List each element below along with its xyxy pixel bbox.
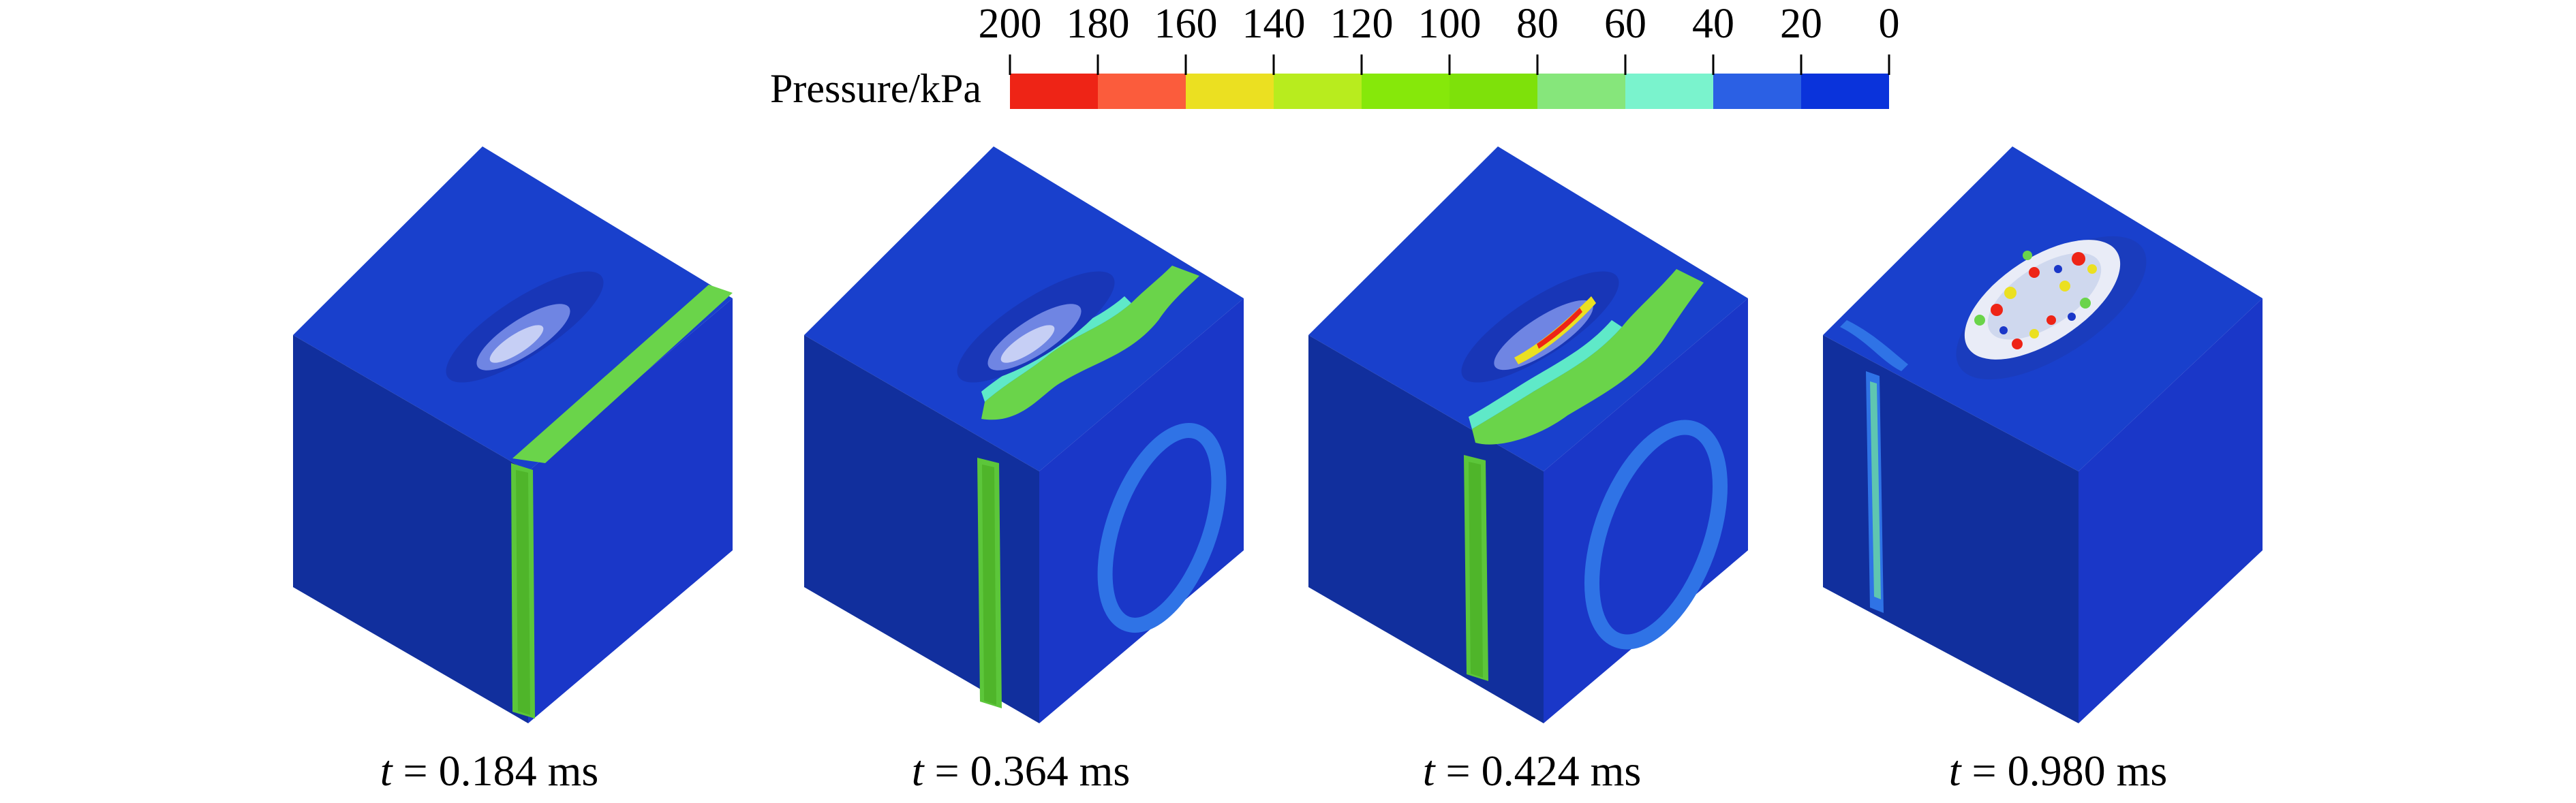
colorbar-segment (1625, 74, 1713, 109)
caption-unit: ms (1590, 746, 1642, 795)
colorbar-tick-label: 80 (1516, 1, 1559, 47)
caption-value: 0.364 (970, 746, 1069, 795)
caption-value: 0.980 (2007, 746, 2106, 795)
colorbar-tick-label: 180 (1066, 1, 1130, 47)
pressure-band-side-core (1469, 462, 1483, 678)
fragment-yellow (2059, 281, 2070, 292)
fragment-red (1991, 304, 2003, 316)
fragment-yellow (2087, 264, 2097, 274)
caption-equals: = (934, 746, 960, 795)
caption-equals: = (403, 746, 428, 795)
caption-value: 0.184 (438, 746, 537, 795)
colorbar-segment (1362, 74, 1450, 109)
time-caption-3: t = 0.424 ms (1328, 744, 1736, 798)
colorbar-segment (1186, 74, 1274, 109)
time-caption-2: t = 0.364 ms (816, 744, 1225, 798)
cube-left-face (293, 335, 528, 723)
crater-cavity-inner (1987, 253, 2102, 340)
colorbar-segment (1098, 74, 1186, 109)
colorbar-tick-label: 40 (1692, 1, 1734, 47)
caption-variable: t (1948, 746, 1961, 795)
pressure-band-side-core (982, 465, 996, 705)
fragment-blue (1999, 326, 2008, 334)
fragment-yellow (2029, 329, 2039, 338)
caption-unit: ms (547, 746, 599, 795)
crater-highlight-core (1000, 325, 1055, 363)
cube-panel-2 (804, 146, 1244, 723)
time-caption-1: t = 0.184 ms (285, 744, 694, 798)
caption-equals: = (1972, 746, 1997, 795)
pressure-front-top (1472, 269, 1704, 445)
caption-variable: t (380, 746, 393, 795)
pressure-band-side-core (516, 470, 530, 715)
caption-unit: ms (2116, 746, 2168, 795)
colorbar-segment (1713, 74, 1801, 109)
colorbar-segment (1537, 74, 1625, 109)
colorbar-tick-label: 60 (1604, 1, 1646, 47)
colorbar-segment (1010, 74, 1098, 109)
fragment-red (2012, 338, 2023, 349)
fragment-blue (2054, 265, 2062, 273)
cube-right-face (1039, 298, 1244, 723)
cube-right-face (2079, 298, 2263, 723)
pressure-band-side-core (1870, 381, 1881, 599)
colorbar-tick-label: 100 (1417, 1, 1482, 47)
colorbar-tick-label: 20 (1780, 1, 1822, 47)
fragment-red (2029, 267, 2040, 278)
caption-value: 0.424 (1481, 746, 1580, 795)
fragment-green (2080, 298, 2091, 309)
pressure-band-top (512, 285, 733, 463)
pressure-trace-top (1840, 320, 1908, 371)
reflected-wave-ring (1097, 423, 1227, 633)
crater-highlight (1494, 300, 1593, 371)
caption-equals: = (1445, 746, 1471, 795)
fragment-red (2072, 252, 2085, 266)
reflected-wave-ring (1584, 420, 1728, 650)
colorbar-tick-label: 160 (1154, 1, 1218, 47)
fragment-red (2046, 315, 2056, 325)
colorbar-title: Pressure/kPa (770, 66, 981, 111)
crater-highlight-core (489, 325, 544, 363)
fragment-green (2023, 251, 2032, 260)
colorbar-tick-label: 120 (1330, 1, 1394, 47)
colorbar-ticks: 200 180 160 140 120 100 80 60 40 20 0 (0, 0, 2576, 54)
cube-panel-1 (293, 146, 733, 723)
pressure-front-cyan (981, 296, 1131, 402)
crater-hot-streak-red (1537, 308, 1582, 349)
caption-unit: ms (1079, 746, 1131, 795)
colorbar-segment (1450, 74, 1537, 109)
colorbar-tick-label: 200 (978, 1, 1042, 47)
fragment-green (1974, 315, 1985, 326)
pressure-front-cyan (1469, 320, 1622, 429)
colorbar-tick-label: 140 (1242, 1, 1306, 47)
fragment-yellow (2004, 287, 2017, 299)
colorbar-segment (1274, 74, 1362, 109)
cube-left-face (1823, 335, 2079, 723)
time-caption-4: t = 0.980 ms (1854, 744, 2263, 798)
cube-panel-4 (1823, 146, 2263, 723)
caption-variable: t (1422, 746, 1435, 795)
cube-right-face (528, 298, 733, 723)
caption-variable: t (911, 746, 924, 795)
colorbar-segment (1801, 74, 1889, 109)
fragment-blue (2068, 313, 2076, 321)
pressure-front-top (981, 266, 1199, 420)
colorbar (1009, 54, 1890, 109)
cube-panel-3 (1308, 146, 1748, 723)
colorbar-tick-label: 0 (1878, 1, 1900, 47)
